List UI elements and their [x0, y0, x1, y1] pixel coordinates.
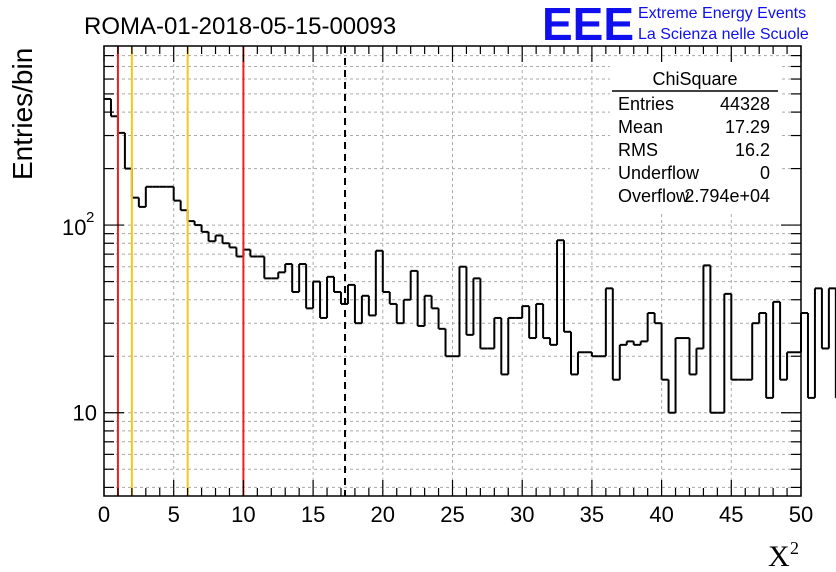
y-tick-label-100-base: 10: [62, 215, 86, 240]
x-tick-label: 0: [98, 502, 110, 527]
stats-label-underflow: Underflow: [618, 163, 700, 183]
stats-box: ChiSquare Entries 44328 Mean 17.29 RMS 1…: [610, 64, 780, 211]
stats-value-rms: 16.2: [735, 140, 770, 160]
y-tick-label-100-exponent: 2: [86, 209, 94, 226]
x-axis-label-exponent: 2: [790, 538, 799, 558]
stats-box-background: [610, 64, 780, 211]
stats-label-mean: Mean: [618, 117, 663, 137]
x-axis-label-base: X: [768, 540, 790, 572]
logo-line-2: La Scienza nelle Scuole: [638, 26, 809, 43]
histogram-series: [104, 97, 836, 414]
stats-value-entries: 44328: [720, 94, 770, 114]
stats-label-overflow: Overflow: [618, 186, 690, 206]
stats-title: ChiSquare: [652, 69, 737, 89]
eee-logo-mark: EEE: [542, 0, 634, 50]
stats-label-rms: RMS: [618, 140, 658, 160]
stats-label-entries: Entries: [618, 94, 674, 114]
marker-lines: [116, 46, 347, 496]
x-tick-label: 45: [719, 502, 743, 527]
x-tick-label: 30: [510, 502, 534, 527]
axis-ticks: [103, 46, 802, 496]
x-tick-label: 20: [371, 502, 395, 527]
logo-line-1: Extreme Energy Events: [638, 5, 806, 22]
x-tick-label: 10: [231, 502, 255, 527]
eee-logo: EEE Extreme Energy Events La Scienza nel…: [542, 0, 809, 50]
grid-lines: [104, 46, 801, 496]
stats-value-underflow: 0: [760, 163, 770, 183]
stats-value-mean: 17.29: [725, 117, 770, 137]
x-axis-label: X 2: [768, 538, 799, 572]
y-tick-label-10: 10: [73, 401, 97, 426]
y-axis-label: Entries/bin: [7, 48, 38, 180]
x-tick-label: 40: [649, 502, 673, 527]
chart-title: ROMA-01-2018-05-15-00093: [84, 13, 396, 40]
x-tick-labels: 0 5 10 15 20 25 30 35 40 45 50: [98, 502, 813, 527]
stats-value-overflow: 2.794e+04: [684, 186, 770, 206]
x-tick-label: 15: [301, 502, 325, 527]
x-tick-label: 35: [580, 502, 604, 527]
x-tick-label: 5: [168, 502, 180, 527]
x-tick-label: 25: [440, 502, 464, 527]
x-tick-label: 50: [789, 502, 813, 527]
